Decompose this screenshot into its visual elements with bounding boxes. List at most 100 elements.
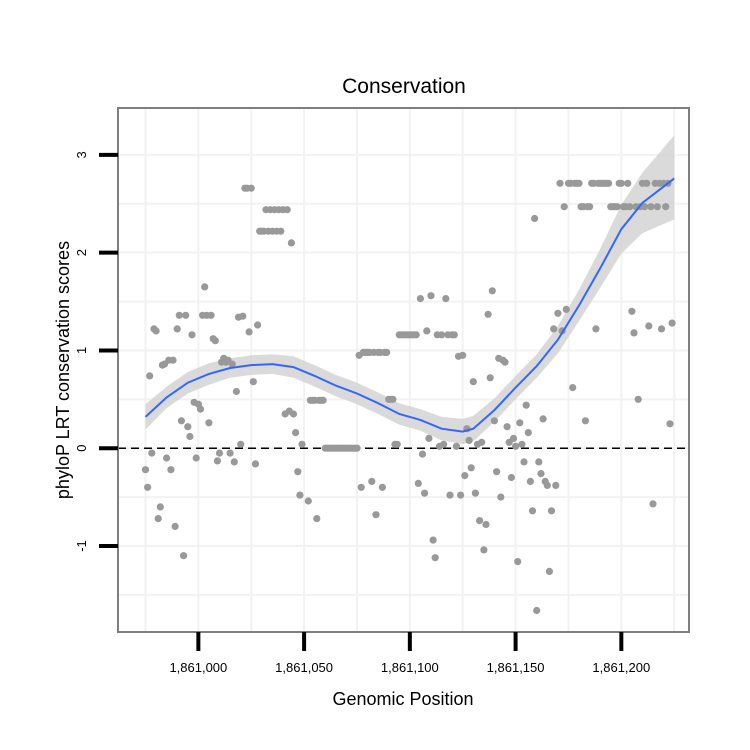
- data-point: [245, 328, 253, 336]
- data-point: [215, 449, 224, 457]
- data-point: [645, 322, 653, 330]
- data-point: [531, 214, 539, 223]
- x-tick-label: 1,861,150: [487, 660, 545, 675]
- x-tick-label: 1,861,050: [275, 660, 333, 675]
- data-point: [662, 203, 670, 211]
- data-point: [425, 434, 433, 442]
- data-point: [668, 319, 676, 327]
- plot-frame: [117, 107, 690, 633]
- data-point: [450, 331, 458, 339]
- data-point: [289, 410, 298, 418]
- data-point: [649, 500, 657, 508]
- data-point: [141, 466, 150, 474]
- data-point: [412, 331, 420, 339]
- data-point: [547, 507, 556, 515]
- data-point: [457, 491, 465, 499]
- data-point: [543, 481, 551, 489]
- data-point: [313, 515, 321, 523]
- data-point: [249, 378, 257, 386]
- data-point: [192, 454, 200, 462]
- loess-line: [144, 177, 675, 433]
- data-point: [180, 552, 188, 560]
- data-point: [511, 442, 520, 450]
- data-point: [469, 378, 477, 386]
- data-point: [480, 546, 488, 554]
- x-tick-label: 1,861,200: [592, 660, 650, 675]
- data-point: [628, 307, 636, 315]
- data-point: [486, 374, 494, 382]
- data-point: [643, 179, 651, 187]
- data-point: [605, 179, 613, 187]
- data-point: [545, 567, 554, 576]
- data-point: [552, 481, 560, 489]
- y-axis: -1 0 1 2 3: [74, 151, 118, 552]
- data-point: [471, 489, 479, 497]
- data-point: [518, 440, 526, 448]
- data-point: [488, 287, 496, 295]
- data-point: [442, 295, 450, 303]
- data-point: [503, 423, 511, 431]
- data-point: [418, 450, 427, 458]
- data-point: [304, 497, 312, 505]
- data-point: [230, 458, 238, 466]
- data-point: [509, 434, 518, 442]
- data-point: [146, 372, 154, 380]
- data-point: [287, 239, 295, 247]
- data-point: [533, 606, 541, 615]
- data-point: [247, 184, 255, 192]
- data-point: [186, 432, 194, 441]
- loess-line-layer: [144, 177, 675, 433]
- data-point: [507, 473, 515, 482]
- y-tick-label: 0: [74, 445, 89, 452]
- data-point: [592, 325, 600, 333]
- data-point: [626, 203, 634, 211]
- data-point: [554, 309, 562, 317]
- data-point: [461, 472, 469, 480]
- data-point: [144, 483, 152, 491]
- data-point: [550, 325, 558, 333]
- data-point: [163, 454, 171, 462]
- data-point: [393, 440, 401, 448]
- data-point: [459, 351, 467, 359]
- data-point: [556, 179, 564, 187]
- data-point: [490, 417, 498, 425]
- data-point: [184, 423, 192, 431]
- data-point: [526, 477, 535, 485]
- data-point: [429, 536, 437, 544]
- data-point: [569, 384, 577, 392]
- data-point: [389, 395, 397, 403]
- x-tick-label: 1,861,000: [169, 660, 227, 675]
- data-point: [156, 503, 164, 511]
- x-tick-label: 1,861,100: [381, 660, 439, 675]
- data-point: [423, 327, 431, 335]
- data-point: [368, 477, 376, 485]
- data-point: [465, 436, 473, 444]
- data-point: [372, 511, 380, 519]
- data-point: [353, 444, 361, 452]
- data-point: [294, 468, 302, 476]
- data-point: [207, 311, 215, 319]
- data-point: [438, 331, 446, 339]
- data-point: [446, 491, 454, 499]
- data-point: [175, 311, 183, 319]
- data-point: [617, 179, 625, 187]
- confidence-ribbon: [145, 135, 675, 445]
- data-point: [188, 331, 196, 339]
- data-point: [383, 348, 391, 356]
- data-point: [524, 429, 532, 437]
- data-point: [251, 460, 260, 468]
- data-point: [152, 327, 160, 335]
- data-point: [154, 515, 162, 523]
- data-point: [647, 203, 655, 211]
- y-tick-label: -1: [74, 540, 89, 552]
- data-point: [416, 295, 424, 303]
- data-point: [653, 203, 661, 211]
- y-tick-label: 2: [74, 249, 89, 256]
- data-point: [539, 415, 547, 423]
- data-point: [182, 311, 190, 319]
- data-point: [211, 337, 219, 345]
- data-point: [440, 440, 448, 448]
- data-point: [196, 405, 205, 413]
